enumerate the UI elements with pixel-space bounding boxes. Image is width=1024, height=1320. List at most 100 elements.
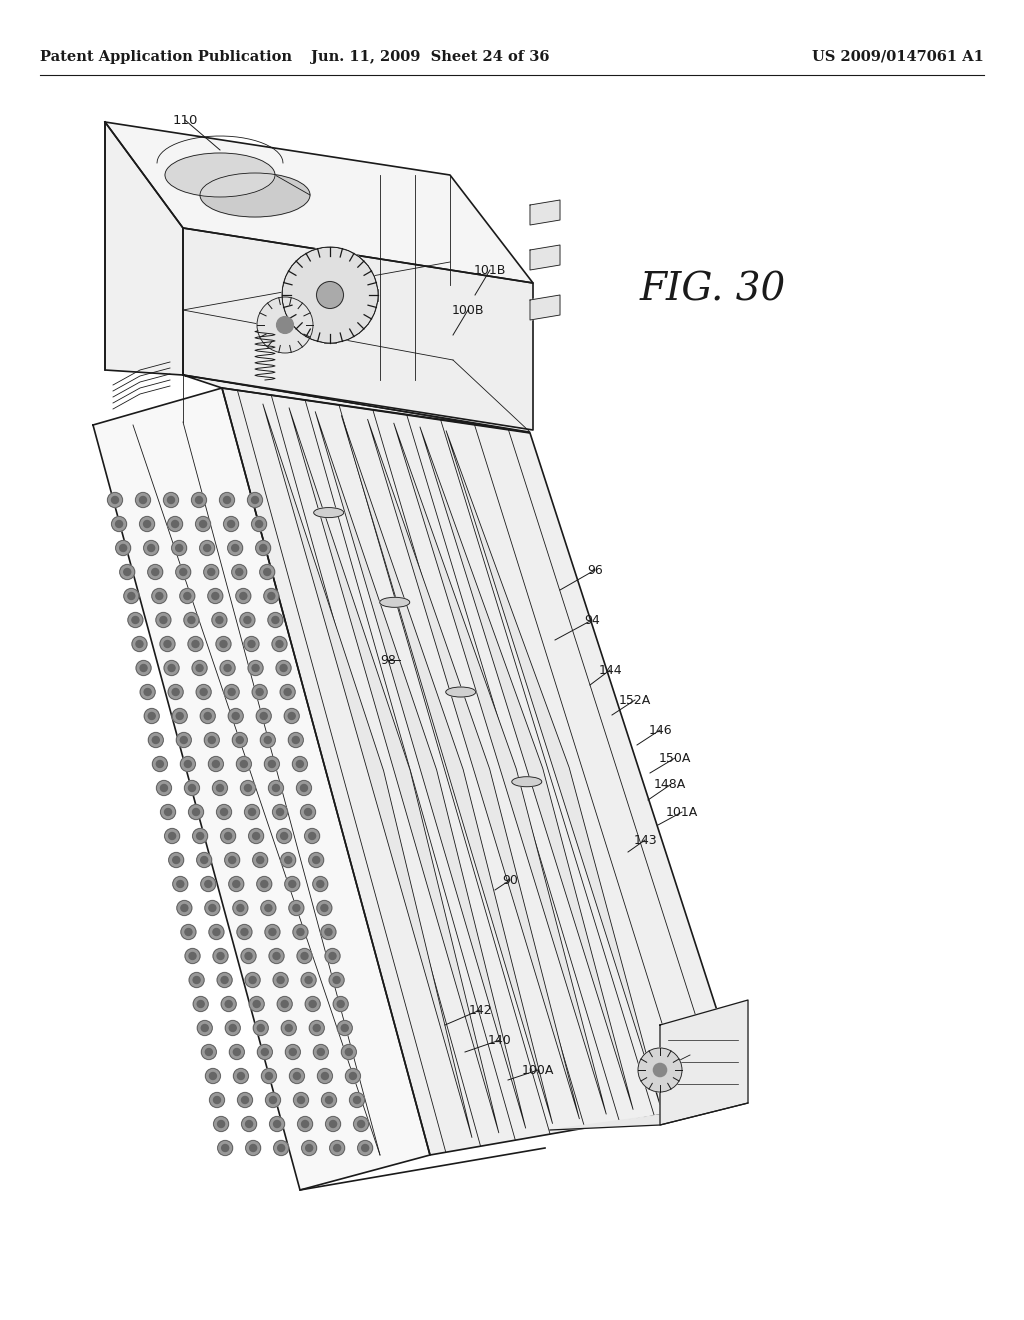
Circle shape [245, 973, 260, 987]
Text: 101B: 101B [474, 264, 506, 276]
Circle shape [168, 516, 182, 532]
Circle shape [180, 569, 186, 576]
Circle shape [341, 1024, 348, 1031]
Circle shape [124, 589, 139, 603]
Circle shape [208, 589, 223, 603]
Ellipse shape [200, 173, 310, 216]
Circle shape [120, 565, 135, 579]
Circle shape [176, 544, 182, 552]
Text: 144: 144 [598, 664, 622, 676]
Circle shape [257, 1024, 264, 1031]
Circle shape [205, 900, 220, 916]
Circle shape [205, 880, 212, 887]
Circle shape [173, 876, 187, 891]
Circle shape [264, 756, 280, 771]
Circle shape [193, 660, 207, 676]
Circle shape [269, 928, 275, 936]
Circle shape [286, 1024, 292, 1031]
Circle shape [325, 928, 332, 936]
Circle shape [297, 780, 311, 796]
Circle shape [256, 689, 263, 696]
Circle shape [237, 924, 252, 940]
Polygon shape [105, 121, 183, 375]
Circle shape [177, 880, 183, 887]
Circle shape [224, 833, 231, 840]
Polygon shape [263, 404, 472, 1138]
Circle shape [301, 953, 308, 960]
Circle shape [198, 1020, 212, 1035]
Text: FIG. 30: FIG. 30 [640, 272, 786, 309]
Ellipse shape [445, 686, 476, 697]
Circle shape [148, 733, 163, 747]
Circle shape [242, 1097, 249, 1104]
Circle shape [176, 565, 190, 579]
Circle shape [176, 733, 191, 747]
Circle shape [116, 520, 123, 528]
Polygon shape [420, 426, 633, 1110]
Circle shape [193, 808, 200, 816]
Circle shape [268, 612, 283, 627]
Circle shape [285, 876, 300, 891]
Circle shape [325, 949, 340, 964]
Circle shape [220, 640, 227, 648]
Circle shape [284, 689, 291, 696]
Circle shape [305, 977, 312, 983]
Circle shape [334, 1144, 341, 1151]
Circle shape [333, 997, 348, 1011]
Circle shape [220, 829, 236, 843]
Circle shape [153, 756, 167, 771]
Text: 90: 90 [502, 874, 518, 887]
Circle shape [161, 784, 168, 792]
Circle shape [290, 1068, 304, 1084]
Polygon shape [289, 408, 499, 1133]
Circle shape [304, 808, 311, 816]
Circle shape [227, 520, 234, 528]
Circle shape [294, 1093, 308, 1107]
Circle shape [209, 924, 224, 940]
Circle shape [228, 857, 236, 863]
Circle shape [353, 1097, 360, 1104]
Circle shape [191, 640, 199, 648]
Circle shape [638, 1048, 682, 1092]
Circle shape [272, 804, 288, 820]
Circle shape [322, 1072, 329, 1080]
Circle shape [139, 496, 146, 503]
Circle shape [169, 833, 176, 840]
Circle shape [261, 900, 275, 916]
Circle shape [228, 689, 236, 696]
Circle shape [240, 593, 247, 599]
Circle shape [260, 565, 274, 579]
Circle shape [197, 853, 212, 867]
Circle shape [272, 784, 280, 792]
Circle shape [316, 900, 332, 916]
Circle shape [221, 997, 237, 1011]
Text: 150A: 150A [658, 751, 691, 764]
Circle shape [237, 737, 244, 743]
Circle shape [245, 804, 259, 820]
Circle shape [189, 953, 196, 960]
Circle shape [196, 664, 203, 672]
Circle shape [168, 664, 175, 672]
Circle shape [289, 880, 296, 887]
Circle shape [233, 1048, 241, 1056]
Circle shape [200, 689, 207, 696]
Circle shape [257, 297, 313, 352]
Circle shape [264, 737, 271, 743]
Circle shape [116, 540, 131, 556]
Circle shape [292, 737, 299, 743]
Circle shape [197, 685, 211, 700]
Circle shape [321, 924, 336, 940]
Circle shape [208, 756, 223, 771]
Circle shape [132, 636, 147, 652]
Circle shape [269, 949, 284, 964]
Polygon shape [315, 412, 525, 1129]
Circle shape [152, 569, 159, 576]
Text: US 2009/0147061 A1: US 2009/0147061 A1 [812, 50, 984, 63]
Circle shape [329, 953, 336, 960]
Polygon shape [368, 418, 580, 1119]
Circle shape [216, 636, 231, 652]
Polygon shape [530, 201, 560, 224]
Circle shape [224, 664, 231, 672]
Circle shape [216, 616, 223, 623]
Circle shape [257, 876, 271, 891]
